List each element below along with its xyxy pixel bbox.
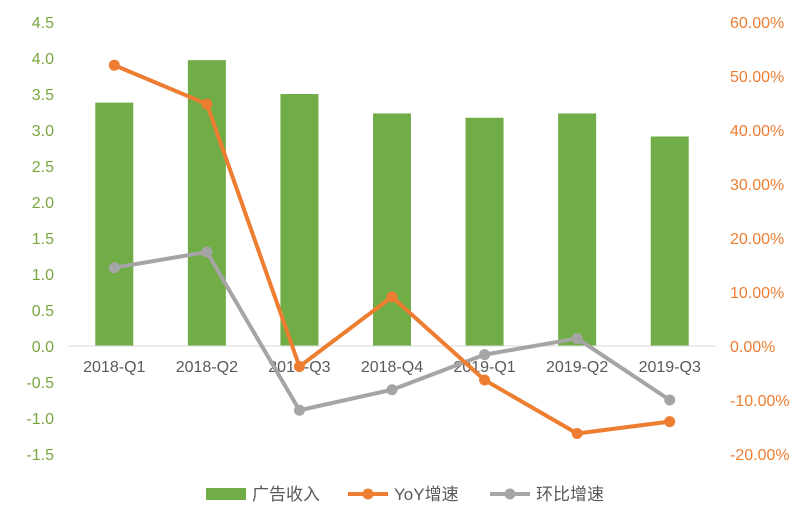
legend-label: 广告收入 (252, 485, 320, 504)
category-label: 2019-Q3 (639, 359, 701, 376)
legend-swatch-bar (206, 488, 246, 500)
left-tick-label: 3.5 (32, 87, 54, 104)
right-tick-label: 40.00% (730, 123, 784, 140)
data-point (479, 374, 491, 386)
bar (650, 136, 689, 346)
right-tick-label: 10.00% (730, 285, 784, 302)
data-point (386, 291, 398, 303)
category-label: 2019-Q1 (453, 359, 515, 376)
left-tick-label: -1.0 (26, 411, 54, 428)
data-point (293, 404, 305, 416)
legend-label: 环比增速 (536, 485, 604, 504)
left-tick-label: 4.5 (32, 15, 54, 32)
left-tick-label: 4.0 (32, 51, 54, 68)
bar (558, 113, 597, 346)
category-label: 2018-Q2 (176, 359, 238, 376)
right-axis: 60.00% 50.00% 40.00% 30.00% 20.00% 10.00% 0.00… (730, 15, 790, 464)
data-point (571, 427, 583, 439)
left-axis: 4.5 4.0 3.5 3.0 2.5 2.0 1.5 1.0 0.5 0.0 -0.5 -1.0 -1… (26, 15, 54, 464)
data-point (664, 394, 676, 406)
right-tick-label: -10.00% (730, 393, 790, 410)
data-point (108, 59, 120, 71)
left-tick-label: -0.5 (26, 375, 54, 392)
left-tick-label: 2.5 (32, 159, 54, 176)
bar (95, 102, 134, 346)
left-tick-label: 1.5 (32, 231, 54, 248)
right-tick-label: -20.00% (730, 447, 790, 464)
bar (465, 117, 504, 346)
right-tick-label: 0.00% (730, 339, 775, 356)
left-tick-label: 2.0 (32, 195, 54, 212)
data-point (201, 98, 213, 110)
category-label: 2018-Q1 (83, 359, 145, 376)
right-tick-label: 60.00% (730, 15, 784, 32)
category-label: 2018-Q4 (361, 359, 423, 376)
data-point (664, 416, 676, 428)
legend-marker (504, 488, 516, 500)
legend: 广告收入 YoY增速 环比增速 (206, 485, 604, 504)
right-tick-label: 50.00% (730, 69, 784, 86)
category-label: 2019-Q2 (546, 359, 608, 376)
right-tick-label: 20.00% (730, 231, 784, 248)
bar (280, 94, 319, 346)
left-tick-label: 1.0 (32, 267, 54, 284)
category-axis: 2018-Q12018-Q22018-Q32018-Q42019-Q12019-… (83, 359, 701, 376)
data-point (386, 384, 398, 396)
data-point (479, 349, 491, 361)
left-tick-label: 3.0 (32, 123, 54, 140)
data-point (201, 246, 213, 258)
data-point (571, 332, 583, 344)
bar-series (95, 60, 689, 346)
data-point (293, 361, 305, 373)
data-point (108, 262, 120, 274)
legend-label: YoY增速 (394, 485, 459, 504)
left-tick-label: -1.5 (26, 447, 54, 464)
legend-marker (362, 488, 374, 500)
right-tick-label: 30.00% (730, 177, 784, 194)
left-tick-label: 0.5 (32, 303, 54, 320)
line-series (108, 59, 676, 439)
left-tick-label: 0.0 (32, 339, 54, 356)
